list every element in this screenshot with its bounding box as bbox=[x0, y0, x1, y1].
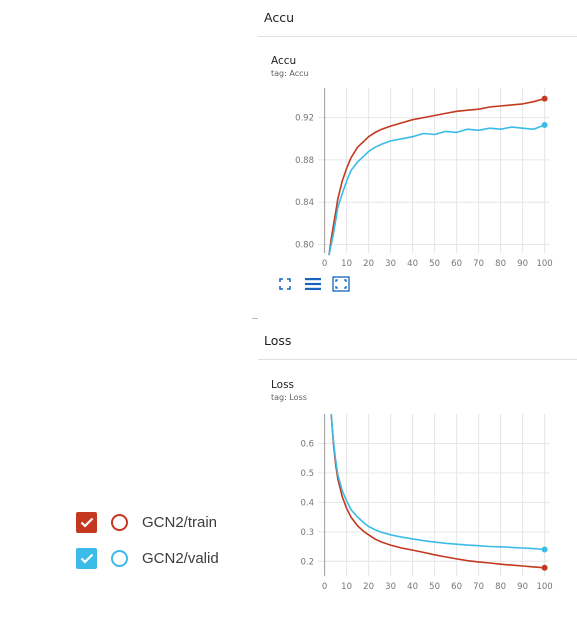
y-tick-label: 0.3 bbox=[300, 528, 314, 538]
legend-row-valid: GCN2/valid bbox=[76, 540, 219, 576]
series-end-point bbox=[541, 564, 548, 571]
section-header-accu[interactable]: Accu bbox=[258, 0, 577, 37]
run-color-icon[interactable] bbox=[111, 549, 128, 567]
y-tick-label: 0.88 bbox=[295, 156, 314, 166]
card-title: Loss bbox=[271, 379, 295, 391]
y-tick-label: 0.92 bbox=[295, 114, 314, 124]
run-legend: GCN2/train GCN2/valid bbox=[76, 504, 219, 576]
card-title: Accu bbox=[271, 55, 297, 67]
x-tick-label: 100 bbox=[536, 259, 552, 269]
run-checkbox-valid[interactable] bbox=[76, 547, 97, 569]
fit-to-data-icon bbox=[279, 278, 291, 290]
x-tick-label: 0 bbox=[322, 582, 327, 592]
y-tick-label: 0.2 bbox=[300, 557, 314, 567]
section-title: Loss bbox=[264, 333, 292, 348]
series-end-point bbox=[541, 95, 548, 102]
fit-to-data-button[interactable] bbox=[276, 275, 294, 293]
toggle-log-scale-button[interactable] bbox=[304, 275, 322, 293]
x-tick-label: 70 bbox=[473, 259, 484, 269]
checkmark-icon bbox=[80, 517, 93, 528]
x-tick-label: 90 bbox=[517, 259, 528, 269]
x-tick-label: 10 bbox=[341, 259, 352, 269]
x-tick-label: 20 bbox=[363, 582, 374, 592]
legend-row-train: GCN2/train bbox=[76, 504, 219, 540]
x-tick-label: 20 bbox=[363, 259, 374, 269]
y-tick-label: 0.80 bbox=[295, 241, 314, 251]
card-tag: tag: Loss bbox=[271, 393, 307, 402]
x-tick-label: 30 bbox=[385, 582, 396, 592]
series-line-gcn2-valid bbox=[328, 124, 545, 256]
expand-chart-icon bbox=[332, 276, 350, 292]
series-line-gcn2-valid bbox=[330, 413, 545, 551]
series-end-point bbox=[541, 122, 548, 129]
x-tick-label: 0 bbox=[322, 259, 327, 269]
accu-chart[interactable]: 0 10 20 30 40 50 60 70 80 90 100 0.80 0.84 0.88 0.92 bbox=[258, 82, 577, 272]
series-line-gcn2-train bbox=[330, 413, 545, 569]
x-tick-label: 40 bbox=[407, 582, 418, 592]
y-tick-label: 0.84 bbox=[295, 198, 314, 208]
x-tick-label: 40 bbox=[407, 259, 418, 269]
section-title: Accu bbox=[264, 10, 294, 25]
x-tick-label: 70 bbox=[473, 582, 484, 592]
toggle-log-scale-icon bbox=[305, 278, 321, 290]
x-tick-label: 90 bbox=[517, 582, 528, 592]
x-tick-label: 60 bbox=[451, 582, 462, 592]
run-label: GCN2/valid bbox=[142, 549, 219, 567]
x-tick-label: 10 bbox=[341, 582, 352, 592]
series-end-point bbox=[541, 546, 548, 553]
x-tick-label: 50 bbox=[429, 259, 440, 269]
run-label: GCN2/train bbox=[142, 513, 218, 531]
series-line-gcn2-train bbox=[328, 97, 545, 256]
y-tick-label: 0.6 bbox=[300, 439, 314, 449]
checkmark-icon bbox=[80, 553, 93, 564]
x-tick-label: 50 bbox=[429, 582, 440, 592]
y-tick-label: 0.4 bbox=[300, 498, 314, 508]
chart-toolbar bbox=[276, 275, 350, 293]
y-tick-label: 0.5 bbox=[300, 469, 314, 479]
x-tick-label: 80 bbox=[495, 259, 506, 269]
expand-chart-button[interactable] bbox=[332, 275, 350, 293]
card-tag: tag: Accu bbox=[271, 69, 309, 78]
loss-chart[interactable]: 0 10 20 30 40 50 60 70 80 90 100 0.2 0.3 0.4 0.5 0.6 bbox=[258, 408, 577, 603]
run-color-icon[interactable] bbox=[111, 513, 128, 531]
x-tick-label: 60 bbox=[451, 259, 462, 269]
section-header-loss[interactable]: Loss bbox=[258, 323, 577, 360]
x-tick-label: 80 bbox=[495, 582, 506, 592]
x-tick-label: 100 bbox=[536, 582, 552, 592]
divider bbox=[252, 318, 258, 319]
run-checkbox-train[interactable] bbox=[76, 511, 97, 533]
x-tick-label: 30 bbox=[385, 259, 396, 269]
